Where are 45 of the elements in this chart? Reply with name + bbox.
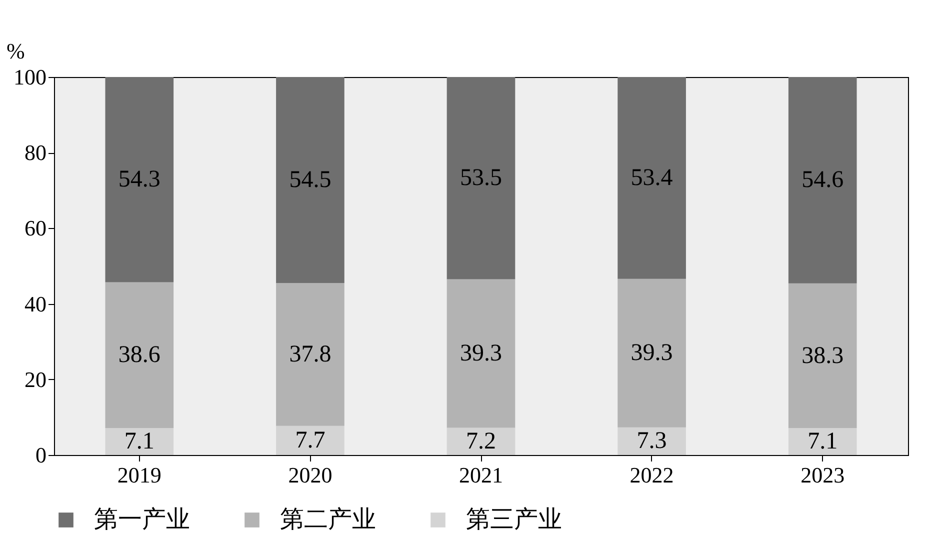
data-label: 7.3 [636, 428, 667, 454]
data-label: 53.5 [460, 165, 502, 192]
bar [788, 283, 857, 428]
data-label: 7.1 [124, 428, 154, 455]
data-label: 38.6 [118, 342, 160, 368]
x-tick-label: 2022 [630, 462, 674, 488]
bar [276, 283, 344, 426]
bar [446, 77, 516, 280]
data-label: 54.6 [802, 167, 844, 194]
y-tick-label: 60 [24, 216, 46, 241]
data-label: 39.3 [630, 340, 673, 366]
bar [276, 426, 344, 455]
x-tick-label: 2019 [117, 462, 162, 488]
x-tick-label: 2020 [288, 462, 332, 488]
y-tick-label: 40 [24, 291, 46, 316]
bar [618, 77, 686, 279]
legend-label: 第一产业 [94, 506, 190, 533]
data-label: 53.4 [630, 164, 673, 191]
x-tick-label: 2023 [800, 462, 845, 488]
bar [618, 427, 686, 455]
legend-label: 第三产业 [466, 506, 562, 533]
bar [446, 428, 516, 455]
bar [105, 77, 174, 282]
data-label: 7.1 [808, 428, 838, 455]
data-label: 7.7 [295, 427, 326, 454]
data-label: 38.3 [802, 342, 844, 369]
y-tick-label: 100 [14, 64, 46, 90]
legend-label: 第二产业 [280, 506, 376, 533]
bar [788, 428, 857, 455]
bar [618, 278, 686, 428]
y-axis-title: % [6, 38, 25, 64]
y-tick-label: 20 [24, 366, 46, 392]
bar [446, 279, 516, 428]
y-tick-label: 0 [36, 442, 46, 468]
data-label: 37.8 [289, 341, 332, 368]
bar [105, 428, 174, 455]
bar [105, 282, 174, 428]
data-label: 39.3 [460, 340, 502, 367]
data-label: 54.5 [289, 167, 332, 194]
data-label: 54.3 [118, 166, 160, 193]
x-tick-label: 2021 [459, 462, 503, 488]
bar [276, 77, 344, 284]
y-tick-label: 80 [24, 140, 46, 166]
bar [788, 77, 857, 284]
data-label: 7.2 [466, 428, 496, 454]
